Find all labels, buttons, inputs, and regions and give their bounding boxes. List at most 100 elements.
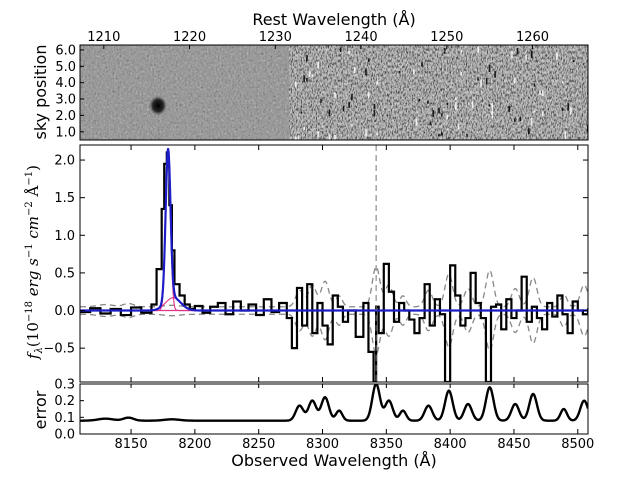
sky-streak (567, 102, 569, 111)
sky-streak (351, 123, 353, 127)
sky-y-ticks: 1.02.03.0 4.05.0 6.0 (55, 43, 84, 140)
sky-y-tick-label: 4.0 (55, 76, 76, 91)
sky-streak (491, 110, 494, 119)
sky-streak (508, 105, 510, 113)
flux-y-ticks: 2.0 1.5 1.0 0.5 0.0 −0.5 (43, 154, 588, 357)
sky-streak (306, 54, 308, 62)
sky-streak (376, 132, 378, 136)
sky-streak (432, 110, 435, 118)
sky-streak (351, 94, 353, 101)
flux-y-tick-label: −0.5 (43, 342, 75, 357)
sky-streak (556, 52, 558, 60)
sky-streak (421, 62, 423, 67)
sky-streak (460, 72, 463, 76)
sky-y-tick-label: 6.0 (55, 43, 76, 58)
flux-panel-frame (79, 144, 589, 383)
sky-streak (342, 105, 345, 112)
sky-streak (367, 91, 370, 99)
sky-streak (353, 66, 356, 74)
sky-streak (348, 101, 350, 108)
sky-streak (533, 110, 536, 113)
sky-streak (513, 78, 516, 84)
sky-streak (294, 81, 297, 88)
sky-streak (488, 104, 491, 107)
rest-x-tick-label: 1240 (345, 30, 378, 45)
sky-streak (303, 75, 305, 83)
sky-streak (373, 103, 376, 110)
flux-y-tick-label: 1.5 (54, 191, 75, 206)
sky-image-noisy-region (289, 45, 588, 140)
sky-streak (480, 79, 482, 87)
error-envelope-lower (80, 313, 588, 356)
sky-streak (365, 128, 367, 137)
sky-streak (511, 51, 513, 59)
error-x-tick-label: 8400 (434, 437, 467, 452)
sky-y-tick-label: 2.0 (55, 109, 76, 124)
sky-streak (376, 80, 378, 85)
error-x-tick-label: 8200 (178, 437, 211, 452)
rest-wavelength-ticks: 1210 1220 1230 1240 1250 1260 (87, 30, 549, 49)
sky-streak (513, 118, 516, 122)
error-panel-frame (79, 383, 589, 435)
sky-streak (485, 77, 488, 85)
sky-y-tick-label: 1.0 (55, 125, 76, 140)
error-x-tick-label: 8300 (306, 437, 339, 452)
sky-streak (446, 114, 449, 120)
sky-streak (303, 127, 305, 131)
sky-streak (443, 51, 446, 54)
sky-y-tick-label: 3.0 (55, 93, 76, 108)
sky-streak (334, 135, 336, 140)
error-y-tick-label: 0.2 (54, 394, 75, 409)
sky-streak (297, 135, 300, 140)
observed-wavelength-ticks: 8150 8200 8250 8300 8350 8400 8450 8500 (115, 384, 594, 452)
sky-streak (328, 109, 331, 117)
sky-streak (542, 90, 544, 96)
sky-streak (412, 69, 415, 75)
sky-streak (446, 102, 449, 106)
sky-streak (415, 118, 418, 126)
sky-panel: 1.02.03.04.05.06.0 1210 1220 1230 1240 1250 1… (31, 10, 589, 141)
sky-streak (365, 68, 367, 76)
sky-streak (440, 132, 443, 136)
sky-streak (525, 55, 527, 60)
rest-x-tick-label: 1230 (259, 30, 292, 45)
sky-streak (328, 134, 331, 140)
sky-streak (530, 117, 533, 126)
sky-streak (443, 47, 446, 51)
sky-streak (418, 98, 421, 102)
flux-y-label: fλ(10−18 erg s−1 cm−2 Å−1) (24, 165, 45, 360)
sky-streak (429, 121, 432, 126)
rest-x-tick-label: 1220 (173, 30, 206, 45)
flux-y-tick-label: 1.0 (54, 229, 75, 244)
sky-streak (471, 101, 474, 108)
flux-y-tick-label: 0.0 (54, 304, 75, 319)
sky-streak (311, 74, 314, 77)
sky-streak (572, 59, 575, 63)
observed-wavelength-title: Observed Wavelength (Å) (231, 451, 437, 470)
sky-streak (317, 131, 320, 137)
sky-streak (494, 70, 496, 78)
error-y-ticks: 0.30.2 0.1 0.0 (54, 378, 84, 443)
sky-streaks (294, 46, 588, 140)
rest-x-tick-label: 1210 (87, 30, 120, 45)
sky-streak (438, 107, 440, 114)
error-panel: 0.30.2 0.1 0.0 8150 8200 8250 8300 8350 8400 845… (31, 378, 594, 471)
sky-streak (477, 78, 480, 81)
error-y-tick-label: 0.3 (54, 378, 75, 393)
sky-streak (586, 124, 588, 133)
rest-wavelength-title: Rest Wavelength (Å) (252, 10, 415, 29)
sky-streak (334, 92, 336, 98)
sky-streak (530, 50, 533, 59)
sky-streak (367, 58, 370, 63)
sky-streak (466, 133, 468, 137)
sky-panel-frame (79, 44, 589, 141)
sky-streak (440, 113, 443, 117)
error-x-tick-label: 8500 (561, 437, 594, 452)
sky-streak (339, 47, 342, 53)
sky-position-label: sky position (31, 45, 50, 140)
sky-streak (564, 131, 567, 139)
sky-streak (348, 51, 350, 55)
sky-streak (306, 78, 308, 82)
sky-streak (561, 80, 564, 84)
sky-streak (491, 102, 494, 111)
